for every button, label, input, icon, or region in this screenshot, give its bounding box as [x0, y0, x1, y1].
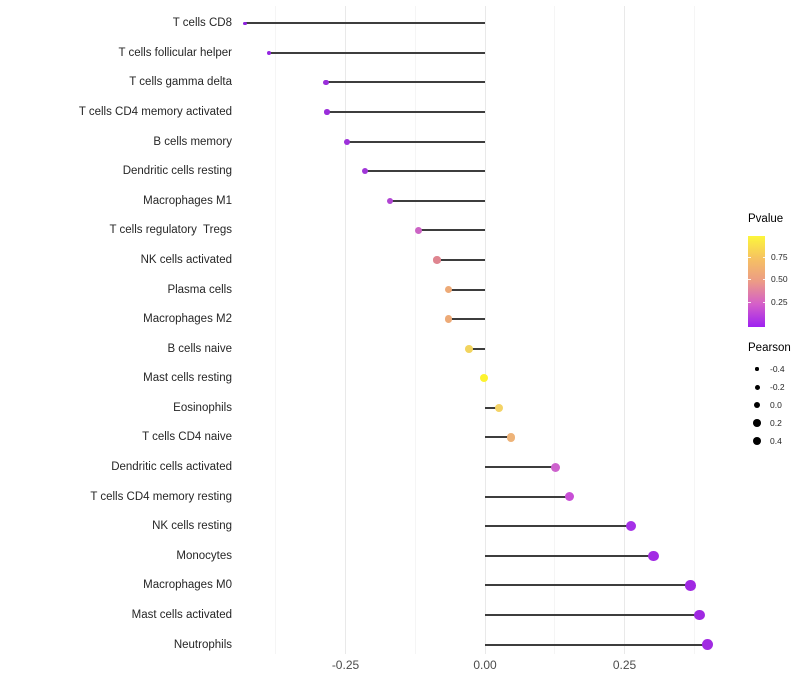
category-label: Neutrophils [173, 638, 232, 651]
pvalue-tick-label: 0.25 [771, 296, 788, 307]
lollipop-stem [485, 436, 512, 439]
lollipop-dot [550, 462, 560, 472]
lollipop-stem [469, 347, 485, 350]
category-label: Macrophages M0 [143, 579, 232, 592]
pearson-size-dot [753, 401, 761, 409]
gridline-minor [414, 6, 416, 654]
pearson-tick-label: -0.2 [770, 382, 785, 392]
lollipop-dot [565, 492, 575, 502]
lollipop-dot [685, 580, 696, 591]
category-label: B cells memory [153, 135, 232, 148]
pvalue-colorbar [748, 236, 765, 327]
category-label: NK cells resting [152, 520, 232, 533]
lollipop-stem [418, 229, 485, 232]
category-label: B cells naive [167, 342, 232, 355]
lollipop-stem [437, 258, 485, 261]
lollipop-dot [414, 226, 422, 234]
lollipop-stem [485, 525, 632, 528]
lollipop-dot [266, 50, 272, 55]
category-label: Dendritic cells activated [111, 461, 232, 474]
lollipop-dot [324, 109, 330, 115]
pvalue-tick-mark [748, 301, 751, 303]
pvalue-tick-label: 0.50 [771, 274, 788, 285]
lollipop-stem [327, 111, 485, 114]
category-label: Mast cells activated [131, 609, 232, 621]
lollipop-dot [626, 521, 637, 532]
x-tick-label: 0.25 [612, 658, 637, 672]
lollipop-stem [347, 140, 485, 143]
x-tick-label: -0.25 [331, 658, 360, 672]
lollipop-dot [433, 256, 441, 264]
gridline-major [484, 6, 486, 654]
lollipop-stem [390, 199, 485, 202]
category-label: T cells CD4 memory resting [90, 490, 232, 503]
category-label: Dendritic cells resting [122, 165, 232, 178]
lollipop-dot [648, 550, 659, 561]
lollipop-dot [444, 285, 453, 294]
lollipop-dot [344, 138, 351, 145]
lollipop-dot [323, 79, 329, 86]
lollipop-stem [365, 170, 485, 173]
lollipop-dot [702, 639, 714, 651]
lollipop-dot [386, 197, 394, 205]
pvalue-tick-mark [762, 301, 765, 303]
pvalue-tick-label: 0.75 [771, 252, 788, 263]
pearson-size-dot [754, 384, 760, 390]
category-label: T cells CD4 naive [142, 431, 232, 444]
lollipop-stem [448, 288, 485, 291]
category-label: T cells CD4 memory activated [78, 106, 232, 119]
pearson-size-dot [752, 436, 762, 446]
category-label: Mast cells resting [143, 372, 232, 385]
lollipop-dot [243, 21, 247, 26]
lollipop-stem [485, 554, 654, 557]
category-label: Macrophages M2 [143, 313, 232, 326]
pearson-size-dot [753, 419, 761, 427]
category-label: T cells follicular helper [118, 46, 232, 59]
lollipop-dot [480, 374, 489, 383]
lollipop-stem [485, 643, 708, 646]
lollipop-stem [269, 51, 485, 54]
pearson-tick-label: -0.4 [770, 364, 785, 374]
category-label: T cells regulatory Tregs [109, 224, 232, 237]
pvalue-legend-title: Pvalue [748, 213, 784, 225]
pearson-tick-label: 0.0 [770, 400, 782, 410]
lollipop-dot [465, 344, 474, 353]
category-label: T cells gamma delta [129, 76, 232, 89]
pearson-tick-label: 0.2 [770, 418, 782, 428]
category-label: Monocytes [176, 549, 232, 562]
x-tick-label: 0.00 [473, 658, 497, 672]
lollipop-stem [245, 22, 485, 25]
lollipop-stem [485, 584, 691, 587]
lollipop-dot [494, 403, 504, 412]
pearson-size-dot [755, 367, 759, 371]
lollipop-stem [485, 406, 499, 409]
category-label: NK cells activated [140, 253, 232, 266]
pvalue-tick-mark [762, 257, 765, 259]
category-label: Plasma cells [167, 283, 232, 296]
gridline-minor [275, 6, 277, 654]
category-label: T cells CD8 [172, 17, 232, 30]
gridline-minor [554, 6, 556, 654]
gridline-major [345, 6, 346, 654]
lollipop-stem [448, 318, 485, 321]
lollipop-stem [485, 614, 700, 616]
lollipop-dot [507, 433, 516, 442]
pearson-tick-label: 0.4 [770, 436, 782, 446]
lollipop-dot [444, 315, 453, 323]
lollipop-dot [693, 609, 705, 621]
lollipop-stem [485, 466, 556, 469]
lollipop-stem [485, 495, 570, 498]
pvalue-tick-mark [748, 279, 751, 281]
category-label: Macrophages M1 [143, 194, 232, 207]
pvalue-tick-mark [762, 279, 765, 281]
pearson-legend-title: Pearson [748, 342, 791, 354]
gridline-minor [693, 6, 695, 654]
category-label: Eosinophils [173, 401, 232, 414]
gridline-major [624, 6, 625, 654]
pvalue-tick-mark [748, 257, 751, 259]
lollipop-dot [361, 168, 369, 175]
lollipop-stem [325, 81, 485, 84]
